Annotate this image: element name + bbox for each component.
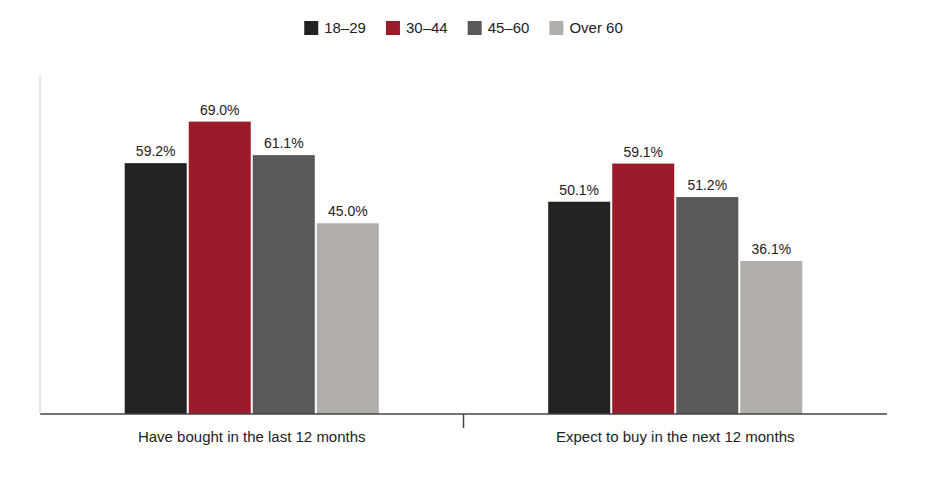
data-label: 61.1% [264, 135, 304, 151]
data-label: 45.0% [328, 203, 368, 219]
chart-container: 59.2% 69.0% 61.1% 45.0% 50.1% 59.1% 51.2% 36.1%… [0, 0, 927, 484]
bar [676, 197, 738, 414]
group-separator [463, 414, 465, 428]
legend: 18–29 30–44 45–60 Over 60 [304, 19, 623, 36]
bar [189, 122, 251, 414]
legend-swatch [386, 21, 400, 35]
legend-swatch [549, 21, 563, 35]
data-label: 51.2% [687, 177, 727, 193]
x-tick-label: Have bought in the last 12 months [138, 428, 366, 445]
data-label: 36.1% [751, 241, 791, 257]
legend-label: Over 60 [569, 19, 622, 36]
legend-item: 18–29 [304, 19, 366, 36]
data-label: 59.1% [623, 144, 663, 160]
legend-item: 45–60 [468, 19, 530, 36]
bar [548, 202, 610, 414]
data-label: 50.1% [559, 182, 599, 198]
data-label: 69.0% [200, 102, 240, 118]
bar [740, 261, 802, 414]
bar [612, 164, 674, 414]
legend-label: 45–60 [488, 19, 530, 36]
data-label: 59.2% [136, 143, 176, 159]
legend-label: 30–44 [406, 19, 448, 36]
chart-svg: 59.2% 69.0% 61.1% 45.0% 50.1% 59.1% 51.2% 36.1%… [0, 0, 927, 484]
bar [125, 163, 187, 414]
bar [253, 155, 315, 414]
x-tick-labels: Have bought in the last 12 months Expect … [138, 428, 795, 445]
page: {"chart_data": {"type": "bar", "categori… [0, 0, 927, 484]
data-labels: 59.2% 69.0% 61.1% 45.0% 50.1% 59.1% 51.2% 36.1% [136, 102, 791, 257]
legend-item: 30–44 [386, 19, 448, 36]
bar [317, 223, 379, 414]
legend-swatch [468, 21, 482, 35]
legend-swatch [304, 21, 318, 35]
x-tick-label: Expect to buy in the next 12 months [556, 428, 794, 445]
y-axis-line [40, 75, 41, 414]
legend-label: 18–29 [324, 19, 366, 36]
bars [125, 122, 803, 414]
background [0, 0, 927, 484]
legend-item: Over 60 [549, 19, 622, 36]
